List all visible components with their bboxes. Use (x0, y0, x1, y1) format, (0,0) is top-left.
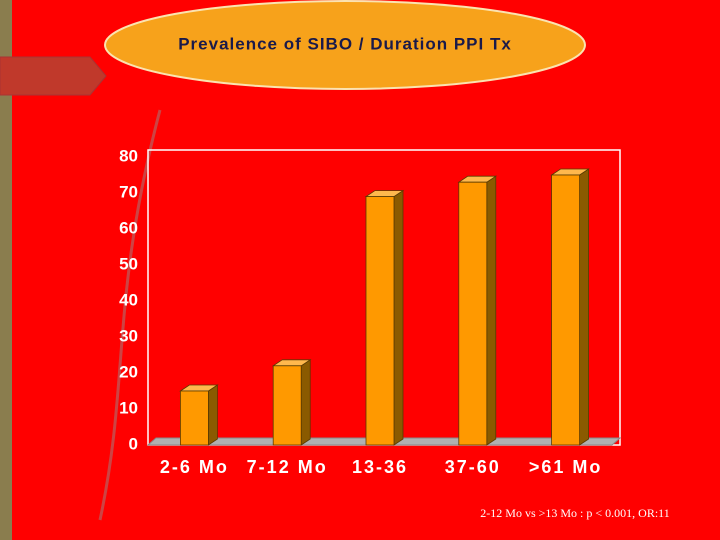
chart-title: Prevalence of SIBO / Duration PPI Tx (178, 34, 512, 53)
x-tick-label: >61 Mo (528, 457, 603, 477)
arrow-decoration (0, 56, 107, 96)
bar-side (207, 384, 218, 446)
title-ellipse (104, 0, 586, 90)
bar-side (486, 175, 497, 446)
x-tick-label: 13-36 (351, 457, 409, 477)
y-tick-label: 80 (119, 146, 138, 165)
x-tick-label: 37-60 (444, 457, 501, 477)
x-tick-label: 7-12 Mo (246, 457, 328, 477)
side-strip (0, 0, 12, 540)
bar-side (579, 168, 589, 446)
bar (179, 390, 209, 446)
swirl (98, 109, 162, 521)
y-tick-label: 70 (119, 182, 138, 201)
y-tick-label: 10 (119, 398, 138, 417)
y-tick-label: 60 (119, 218, 138, 237)
bar (272, 365, 302, 446)
y-tick-label: 50 (119, 254, 138, 273)
y-tick-label: 30 (119, 326, 138, 345)
x-tick-label: 2-6 Mo (159, 457, 229, 477)
bar (458, 181, 488, 446)
y-tick-label: 0 (129, 434, 138, 453)
y-tick-label: 20 (119, 362, 138, 381)
annotation: 2-12 Mo vs >13 Mo : p < 0.001, OR:11 (480, 506, 670, 520)
bar (365, 196, 395, 446)
bar-side (393, 189, 404, 446)
bar (551, 174, 580, 446)
y-tick-label: 40 (119, 290, 138, 309)
bar-side (300, 359, 311, 446)
